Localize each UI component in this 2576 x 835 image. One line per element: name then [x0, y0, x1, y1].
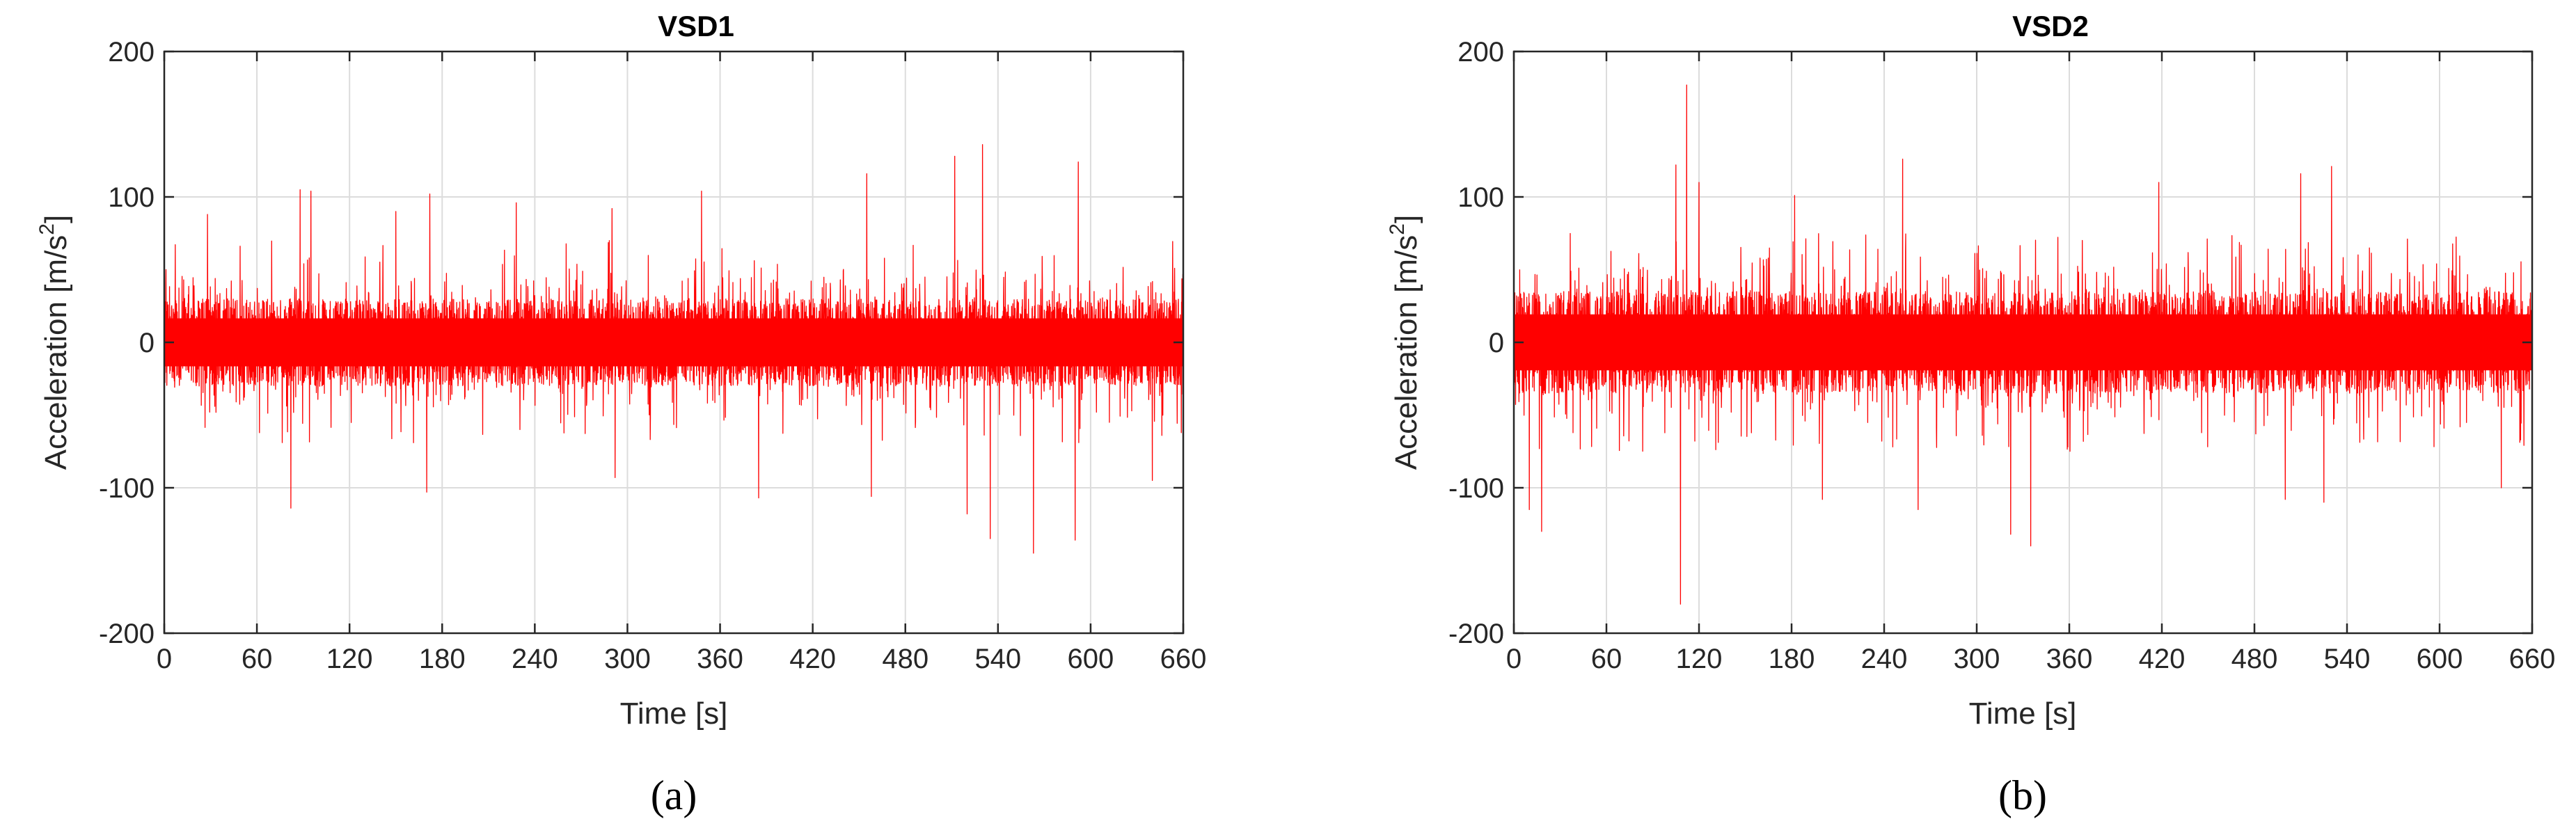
y-axis-label-superscript: 2: [1386, 223, 1409, 235]
x-tick-label: 180: [419, 644, 466, 674]
x-tick-label: 540: [974, 644, 1021, 674]
x-tick-label: 0: [1506, 644, 1522, 674]
subfigure-caption: (a): [651, 772, 697, 818]
signal-core-band: [1514, 314, 2532, 371]
x-tick-label: 420: [2139, 644, 2186, 674]
signal-trace: [164, 144, 1184, 554]
y-axis-label-main: Acceleration [m/s: [1389, 235, 1423, 470]
signal-line: [1513, 84, 2533, 605]
x-tick-label: 180: [1769, 644, 1815, 674]
x-tick-label: 600: [1068, 644, 1114, 674]
x-tick-label: 660: [1160, 644, 1207, 674]
x-tick-label: 60: [242, 644, 273, 674]
y-tick-label: 0: [1489, 328, 1504, 358]
x-tick-label: 60: [1591, 644, 1622, 674]
tick-layer: 0 60 120 180 240 300 360 420 480 540 600 660 -200 -10…: [1448, 37, 2555, 674]
x-tick-label: 300: [1954, 644, 2000, 674]
x-tick-label: 120: [326, 644, 373, 674]
y-axis-label-main: Acceleration [m/s: [39, 235, 73, 470]
x-tick-label: 360: [2046, 644, 2093, 674]
x-tick-label: 600: [2417, 644, 2463, 674]
chart-vsd1: VSD1 0 60 120 180 240 300 360 420 480 540 600 660 -2…: [35, 10, 1206, 818]
y-tick-label: 100: [108, 182, 155, 213]
y-tick-label: -100: [99, 473, 155, 504]
chart-vsd2: VSD2 0 60 120 180 240 300 360 420 480 540 600 660 -2…: [1386, 10, 2555, 818]
chart-title: VSD1: [658, 10, 734, 42]
x-axis-label: Time [s]: [620, 697, 728, 731]
x-tick-label: 300: [604, 644, 651, 674]
y-tick-label: 0: [139, 328, 155, 358]
y-tick-label: 200: [108, 37, 155, 67]
x-tick-label: 480: [882, 644, 929, 674]
y-axis-label-close: ]: [39, 215, 73, 223]
x-tick-label: 0: [157, 644, 172, 674]
y-axis-label: Acceleration [m/s2]: [1386, 215, 1423, 470]
subfigure-caption: (b): [1998, 772, 2047, 818]
chart-title: VSD2: [2012, 10, 2089, 42]
y-tick-label: 200: [1457, 37, 1504, 67]
x-tick-label: 360: [697, 644, 743, 674]
x-tick-label: 120: [1676, 644, 1723, 674]
x-tick-label: 240: [1861, 644, 1908, 674]
y-tick-label: -100: [1448, 473, 1504, 504]
x-tick-label: 480: [2231, 644, 2278, 674]
x-tick-label: 420: [789, 644, 836, 674]
signal-trace: [1513, 84, 2533, 605]
y-tick-label: -200: [1448, 619, 1504, 649]
x-axis-label: Time [s]: [1969, 697, 2077, 731]
y-axis-label-superscript: 2: [35, 223, 58, 235]
y-axis-label: Acceleration [m/s2]: [35, 215, 73, 470]
signal-core-band: [164, 318, 1183, 367]
x-tick-label: 240: [512, 644, 558, 674]
y-tick-label: 100: [1457, 182, 1504, 213]
x-tick-label: 540: [2324, 644, 2371, 674]
y-tick-label: -200: [99, 619, 155, 649]
y-axis-label-close: ]: [1389, 215, 1423, 223]
tick-layer: 0 60 120 180 240 300 360 420 480 540 600 660 -200 -10…: [99, 37, 1206, 674]
x-tick-label: 660: [2509, 644, 2556, 674]
